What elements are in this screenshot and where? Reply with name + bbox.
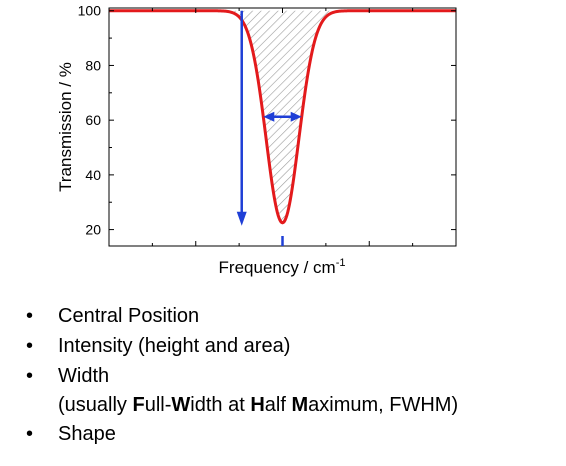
feature-list-item-text: Intensity (height and area) — [58, 335, 290, 357]
feature-list-item: • Central Position — [26, 301, 458, 331]
feature-list-item-text: Shape — [58, 423, 116, 445]
feature-text-part: Central Position — [58, 305, 200, 327]
x-axis-label-text: Frequency / cm — [219, 258, 336, 277]
y-tick-label: 60 — [85, 112, 101, 128]
feature-subtext-part: H — [250, 394, 265, 416]
bullet-dot: • — [26, 305, 34, 327]
feature-list-item-subtext: (usually Full-Width at Half Maximum, FWH… — [58, 391, 458, 419]
y-tick-label: 80 — [85, 57, 101, 73]
x-axis-label-superscript: -1 — [336, 257, 346, 269]
feature-list: • Central Position • Intensity (height and … — [26, 301, 458, 449]
y-tick-label: 20 — [85, 222, 101, 238]
feature-list-item: • Intensity (height and area) — [26, 331, 458, 361]
feature-subtext-part: aximum, FWHM) — [308, 394, 459, 416]
x-axis-label: Frequency / cm-1 — [219, 257, 346, 277]
feature-text-part: Intensity (height and area) — [58, 335, 291, 357]
y-tick-label: 40 — [85, 167, 101, 183]
feature-subtext-part: (usually — [58, 394, 133, 416]
feature-subtext-part: ull- — [144, 394, 172, 416]
annotations — [236, 10, 302, 246]
feature-list-item-text: Central Position — [58, 305, 199, 327]
bullet-dot: • — [26, 423, 34, 445]
bullet-dot: • — [26, 335, 34, 357]
axis-ticks: 20 40 60 80 100 — [78, 3, 456, 246]
bullet-dot: • — [26, 365, 34, 387]
feature-subtext-part: idth at — [190, 394, 251, 416]
feature-text-part: Shape — [58, 423, 116, 445]
y-tick-label: 100 — [78, 3, 102, 19]
feature-subtext-part: alf — [264, 394, 292, 416]
feature-text-part: Width — [58, 365, 110, 387]
intensity-arrow-head — [236, 211, 247, 226]
feature-list-item: • Width (usually Full-Width at Half Maximu… — [26, 361, 458, 419]
feature-list-item: • Shape — [26, 419, 458, 449]
feature-subtext-part: M — [291, 394, 309, 416]
feature-subtext-part: F — [132, 394, 145, 416]
spectrum-chart: 20 40 60 80 100 Transmission / % Frequency /… — [56, 3, 457, 277]
y-axis-label: Transmission / % — [56, 62, 75, 192]
feature-subtext-part: W — [171, 394, 191, 416]
fwhm-arrow-head-right — [290, 111, 302, 122]
transmission-band-line — [109, 9, 456, 225]
feature-list-item-text: Width — [58, 365, 109, 387]
fwhm-arrow-head-left — [263, 111, 275, 122]
